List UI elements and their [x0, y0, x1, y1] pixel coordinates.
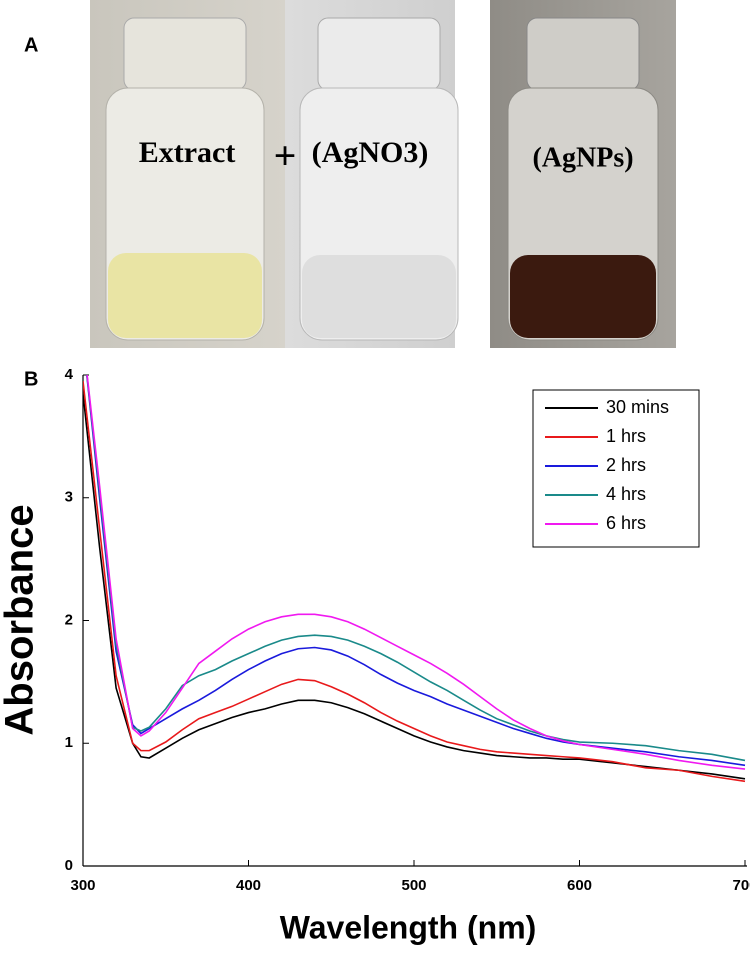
data-line [86, 375, 746, 767]
legend-label: 1 hrs [606, 426, 646, 446]
legend-label: 30 mins [606, 397, 669, 417]
x-tick-label: 400 [236, 877, 261, 894]
x-tick-label: 600 [567, 877, 592, 894]
data-line [86, 375, 746, 762]
x-tick-label: 500 [401, 877, 426, 894]
legend-label: 6 hrs [606, 513, 646, 533]
y-tick-label: 2 [65, 611, 73, 628]
y-tick-label: 1 [65, 734, 73, 751]
legend-label: 4 hrs [606, 484, 646, 504]
photo-label: (AgNO3) [312, 136, 429, 169]
panel-label: B [24, 368, 38, 390]
data-line [83, 393, 746, 780]
legend-label: 2 hrs [606, 455, 646, 475]
y-tick-label: 0 [65, 857, 73, 874]
data-line [83, 381, 746, 783]
y-tick-label: 3 [65, 489, 73, 506]
y-axis-title: Absorbance [0, 504, 42, 735]
data-line [86, 375, 746, 770]
x-tick-label: 300 [70, 877, 95, 894]
panel-label: A [24, 34, 38, 56]
x-axis-title: Wavelength (nm) [280, 909, 537, 945]
photo [90, 0, 676, 348]
photo-label: + [274, 133, 297, 178]
x-tick-label: 700 [732, 877, 750, 894]
photo-label: Extract [139, 136, 236, 169]
photo-label: (AgNPs) [532, 142, 633, 173]
y-tick-label: 4 [65, 366, 74, 383]
legend-box [532, 389, 700, 548]
plot-area [83, 375, 746, 783]
